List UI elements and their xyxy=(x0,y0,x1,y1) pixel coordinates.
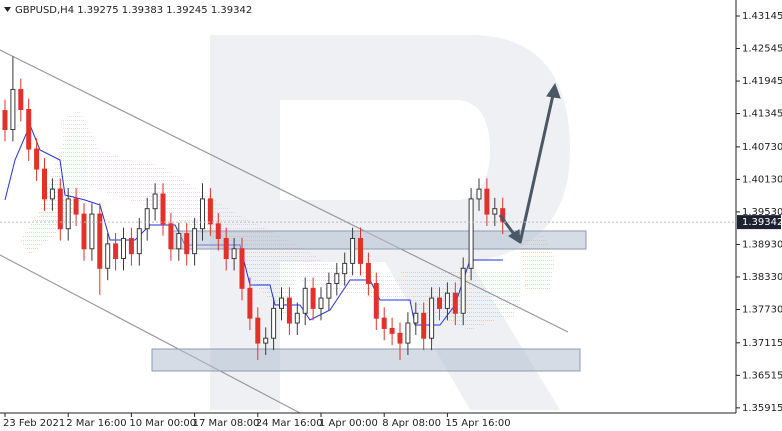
y-tick-label: 1.38330 xyxy=(742,272,782,283)
chart-title: GBPUSD,H4 1.39275 1.39383 1.39245 1.3934… xyxy=(15,5,252,16)
y-tick-label: 1.39530 xyxy=(742,207,782,218)
ichimoku-cloud xyxy=(20,115,555,330)
y-tick-label: 1.37730 xyxy=(742,304,782,315)
candle-body xyxy=(365,262,371,284)
y-tick-label: 1.38930 xyxy=(742,239,782,250)
candle-body xyxy=(42,168,47,200)
x-tick-label: 10 Mar 00:00 xyxy=(129,418,196,429)
y-tick-label: 1.40130 xyxy=(742,174,782,185)
candle-body xyxy=(97,213,103,269)
channel-line xyxy=(0,254,301,414)
candle-body xyxy=(373,282,379,319)
candle-body xyxy=(476,188,482,200)
candle-body xyxy=(89,213,95,250)
candle-body xyxy=(294,312,300,324)
candle-body xyxy=(65,198,71,230)
support-zone xyxy=(151,348,581,372)
candle-body xyxy=(239,248,245,289)
candle-body xyxy=(144,208,150,230)
candle-body xyxy=(255,317,261,344)
candle-body xyxy=(484,188,490,215)
current-price-box xyxy=(737,215,781,230)
candle-body xyxy=(437,297,442,309)
candle-body xyxy=(326,282,332,299)
candle-body xyxy=(192,228,198,255)
candle-body xyxy=(34,148,40,170)
candle-body xyxy=(73,198,79,215)
candle-body xyxy=(397,332,403,344)
candle-body xyxy=(105,243,111,269)
x-tick-label: 24 Mar 16:00 xyxy=(256,418,323,429)
candle-body xyxy=(460,267,466,314)
candle-body xyxy=(413,312,419,324)
axes: 1.43145 1.42545 1.41945 1.41345 1.40730 1.401… xyxy=(0,11,782,429)
candles xyxy=(2,56,506,360)
candle-body xyxy=(26,108,32,150)
candle-body xyxy=(176,233,182,250)
candle-body xyxy=(310,287,316,309)
candle-body xyxy=(342,262,348,275)
candle-body xyxy=(286,297,292,324)
y-tick-label: 1.36515 xyxy=(742,370,782,381)
candle-body xyxy=(452,292,458,314)
candle-body xyxy=(136,228,142,255)
candle-body xyxy=(468,198,474,269)
x-tick-label: 2 Mar 16:00 xyxy=(66,418,126,429)
candle-body xyxy=(421,312,427,339)
candle-body xyxy=(152,193,158,210)
y-tick-label: 1.41945 xyxy=(742,76,782,87)
candle-body xyxy=(429,297,435,339)
candle-body xyxy=(168,223,174,250)
candle-body xyxy=(18,88,24,110)
candle-body xyxy=(302,287,308,314)
candle-body xyxy=(10,88,16,131)
candle-body xyxy=(223,237,229,260)
candle-body xyxy=(389,327,395,334)
candle-body xyxy=(350,237,356,264)
candle-body xyxy=(200,198,205,230)
candle-body xyxy=(128,237,134,255)
candle-body xyxy=(113,243,119,260)
candle-body xyxy=(405,322,411,344)
candle-body xyxy=(207,198,213,225)
candle-body xyxy=(231,248,237,260)
candle-body xyxy=(318,297,324,309)
y-tick-label: 1.43145 xyxy=(742,11,782,22)
candle-body xyxy=(279,297,284,309)
candle-body xyxy=(121,237,126,260)
candle-body xyxy=(358,237,363,264)
y-tick-label: 1.40730 xyxy=(742,142,782,153)
candle-body xyxy=(215,223,221,239)
x-tick-label: 15 Apr 16:00 xyxy=(445,418,510,429)
y-tick-label: 1.42545 xyxy=(742,44,782,55)
candle-body xyxy=(184,233,190,255)
candle-body xyxy=(444,292,450,309)
y-tick-label: 1.35915 xyxy=(742,403,782,414)
candle-body xyxy=(381,317,387,329)
x-tick-label: 23 Feb 2021 xyxy=(3,418,65,429)
y-tick-label: 1.41345 xyxy=(742,109,782,120)
forecast-arrow xyxy=(498,82,561,244)
candle-body xyxy=(49,188,55,200)
candle-body xyxy=(492,208,498,215)
x-tick-label: 8 Apr 08:00 xyxy=(382,418,441,429)
candle-body xyxy=(247,287,253,319)
candle-body xyxy=(81,213,87,250)
x-tick-label: 1 Apr 00:00 xyxy=(319,418,378,429)
y-tick-label: 1.37115 xyxy=(742,338,782,349)
current-price-label: 1.39342 xyxy=(742,217,782,228)
menu-triangle xyxy=(4,7,11,12)
candle-body xyxy=(334,273,340,284)
candle-body xyxy=(160,193,166,225)
candle-body xyxy=(57,188,63,230)
x-tick-label: 17 Mar 08:00 xyxy=(193,418,260,429)
candle-body xyxy=(271,307,277,339)
candle-body xyxy=(263,337,269,344)
candle-body xyxy=(2,110,8,131)
channel-line xyxy=(0,49,569,333)
